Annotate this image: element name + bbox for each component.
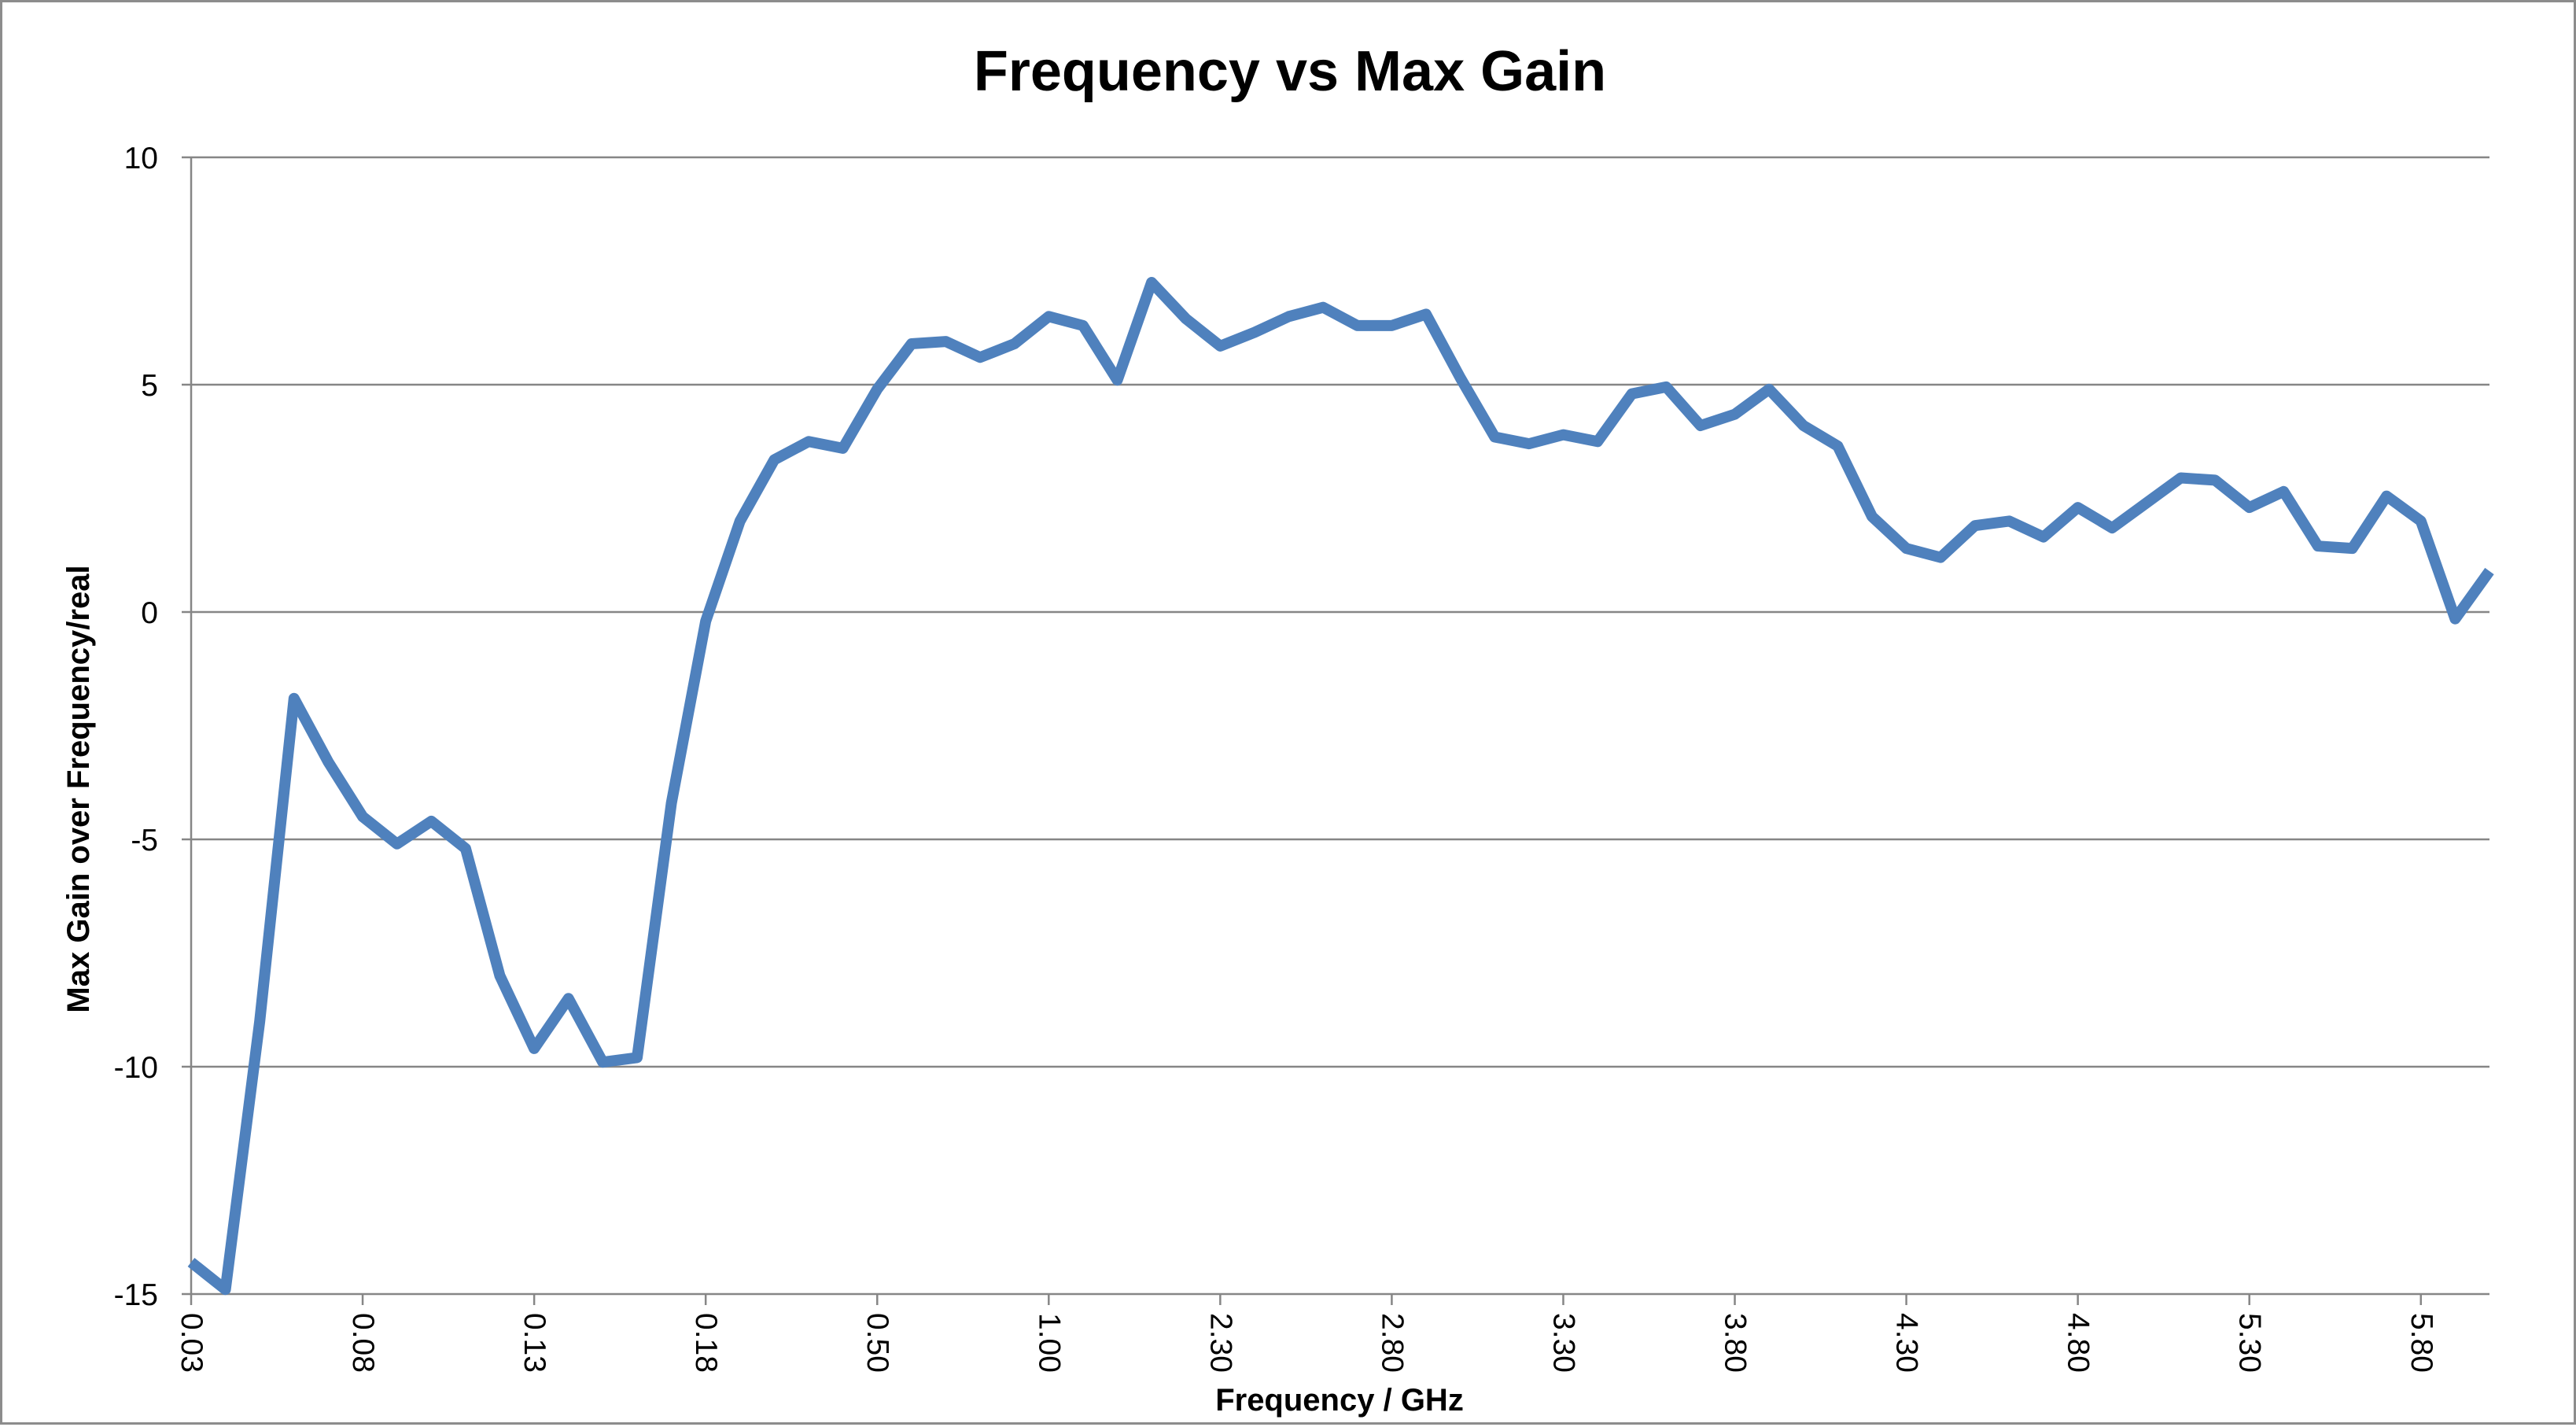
data-point	[322, 757, 334, 768]
data-point	[1386, 320, 1397, 331]
data-point	[1249, 327, 1260, 338]
data-point	[1284, 311, 1295, 322]
x-tick-label: 5.80	[2405, 1313, 2438, 1373]
data-point	[357, 811, 368, 822]
data-point	[597, 1056, 608, 1067]
data-point	[1763, 384, 1774, 395]
x-tick-label: 2.80	[1375, 1313, 1409, 1373]
data-point	[1592, 436, 1603, 447]
x-tick-label: 5.30	[2233, 1313, 2267, 1373]
data-point	[2141, 497, 2152, 508]
y-tick-label: -10	[114, 1051, 158, 1085]
x-tick-label: 0.03	[175, 1313, 208, 1373]
data-point	[2278, 486, 2289, 497]
data-point	[768, 454, 779, 465]
data-point	[2381, 491, 2392, 502]
x-axis-title: Frequency / GHz	[1215, 1383, 1464, 1418]
data-point	[1970, 520, 1981, 531]
data-point	[426, 816, 437, 827]
data-point	[2003, 515, 2014, 526]
data-point	[1798, 420, 1809, 431]
data-point	[975, 352, 986, 363]
axes	[182, 156, 2423, 1305]
data-point	[2313, 540, 2324, 551]
x-tick-label: 3.30	[1546, 1313, 1580, 1373]
data-point	[1627, 389, 1638, 400]
data-point	[2416, 515, 2427, 526]
x-tick-label: 0.13	[518, 1313, 551, 1373]
data-point	[1660, 382, 1671, 393]
data-point	[2347, 543, 2358, 554]
y-tick-label: 5	[141, 369, 158, 403]
data-point	[700, 616, 711, 627]
x-tick-label: 1.00	[1032, 1313, 1066, 1373]
data-point	[1181, 313, 1192, 324]
data-point	[563, 993, 574, 1004]
data-point	[2209, 474, 2220, 485]
x-tick-label: 3.80	[1719, 1313, 1752, 1373]
x-tick-label: 2.30	[1203, 1313, 1237, 1373]
data-point	[735, 515, 746, 526]
data-point	[2176, 473, 2187, 484]
data-point	[666, 798, 677, 809]
data-point	[392, 839, 403, 850]
data-point	[1214, 341, 1225, 352]
data-point	[2449, 614, 2460, 625]
data-point	[872, 384, 883, 395]
data-point	[460, 843, 471, 854]
data-point	[1558, 430, 1569, 441]
data-point	[941, 336, 952, 347]
y-tick-label: -15	[114, 1278, 158, 1312]
data-point	[1695, 420, 1706, 431]
x-tick-labels: 0.03 0.08 0.13 0.18 0.50 1.00 2.30 2.80 3.30 3.80…	[175, 1313, 2438, 1373]
data-point	[906, 338, 917, 349]
data-point	[2244, 502, 2255, 513]
data-point	[2484, 566, 2495, 577]
x-tick-label: 0.50	[861, 1313, 894, 1373]
chart-title: Frequency vs Max Gain	[974, 40, 1606, 103]
y-axis-title: Max Gain over Frequency/real	[61, 565, 96, 1012]
data-point	[254, 1016, 265, 1027]
data-point	[529, 1043, 540, 1054]
data-point	[1146, 277, 1157, 288]
y-tick-label: -5	[131, 824, 158, 857]
data-point	[220, 1284, 231, 1295]
data-point	[2106, 522, 2117, 533]
data-point	[632, 1052, 643, 1063]
data-point	[1832, 441, 1843, 452]
data-point	[1935, 552, 1946, 563]
data-point	[1455, 372, 1466, 383]
y-tick-labels: -15 -10 -5 0 5 10	[114, 142, 158, 1312]
data-point	[1730, 409, 1741, 420]
data-point	[289, 693, 300, 704]
gridlines	[191, 156, 2489, 1296]
data-point	[1078, 320, 1089, 331]
series-layer	[186, 277, 2495, 1296]
y-tick-label: 0	[141, 596, 158, 630]
data-point	[1901, 543, 1912, 554]
data-point	[1009, 338, 1020, 349]
data-point	[838, 443, 849, 454]
x-tick-label: 0.18	[689, 1313, 723, 1373]
data-point	[2073, 502, 2084, 513]
data-point	[803, 436, 814, 447]
data-point	[1524, 438, 1535, 449]
data-point	[1352, 320, 1363, 331]
data-point	[1867, 511, 1878, 522]
data-point	[495, 970, 506, 981]
data-point	[1043, 311, 1054, 322]
y-tick-label: 10	[124, 142, 158, 175]
x-tick-label: 4.80	[2062, 1313, 2095, 1373]
data-point	[1421, 308, 1432, 319]
x-tick-label: 4.30	[1890, 1313, 1924, 1373]
data-point	[2038, 532, 2049, 543]
data-point	[1317, 302, 1329, 313]
data-point	[1112, 374, 1123, 385]
series-line	[187, 277, 2494, 1296]
data-point	[1489, 432, 1500, 443]
x-tick-label: 0.08	[346, 1313, 380, 1373]
data-point	[186, 1257, 197, 1268]
